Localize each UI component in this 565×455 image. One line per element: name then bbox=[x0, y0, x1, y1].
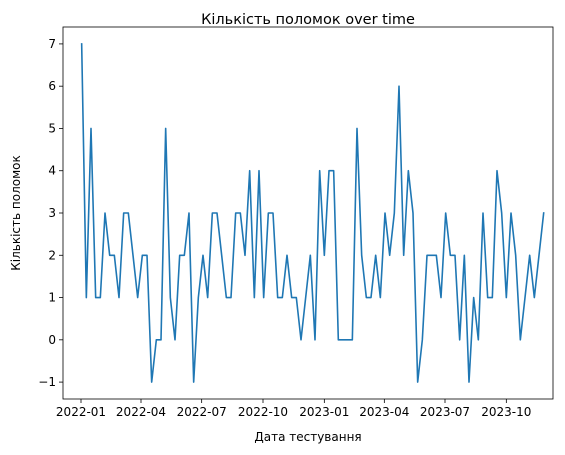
x-tick-label: 2022-04 bbox=[116, 405, 166, 419]
x-tick-label: 2023-10 bbox=[481, 405, 531, 419]
plot-area: −1 0 1 2 3 4 5 6 7 2022-01 2022-04 2022-07 2022-10 20… bbox=[38, 37, 545, 419]
x-tick-label: 2022-10 bbox=[238, 405, 288, 419]
y-axis-label: Кількість поломок bbox=[9, 155, 23, 271]
y-tick-label: 0 bbox=[48, 333, 56, 347]
x-tick-label: 2022-01 bbox=[56, 405, 106, 419]
y-tick-label: 2 bbox=[48, 248, 56, 262]
x-tick-label: 2023-01 bbox=[299, 405, 349, 419]
y-tick-label: 7 bbox=[48, 37, 56, 51]
y-tick-label: 5 bbox=[48, 121, 56, 135]
y-tick-label: 3 bbox=[48, 206, 56, 220]
y-tick-label: −1 bbox=[38, 375, 56, 389]
y-tick-label: 4 bbox=[48, 164, 56, 178]
series-line-0 bbox=[80, 43, 545, 383]
y-tick-label: 6 bbox=[48, 79, 56, 93]
plot-frame bbox=[62, 26, 554, 400]
x-tick-label: 2023-04 bbox=[359, 405, 409, 419]
chart-title: Кількість поломок over time bbox=[201, 12, 415, 28]
x-axis-label: Дата тестування bbox=[254, 430, 361, 444]
x-tick-label: 2023-07 bbox=[420, 405, 470, 419]
y-tick-label: 1 bbox=[48, 291, 56, 305]
x-tick-label: 2022-07 bbox=[177, 405, 227, 419]
